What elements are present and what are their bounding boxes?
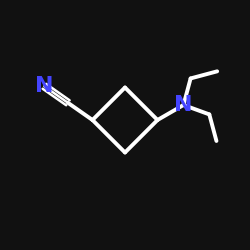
Text: N: N <box>174 95 193 115</box>
Text: N: N <box>35 76 54 96</box>
